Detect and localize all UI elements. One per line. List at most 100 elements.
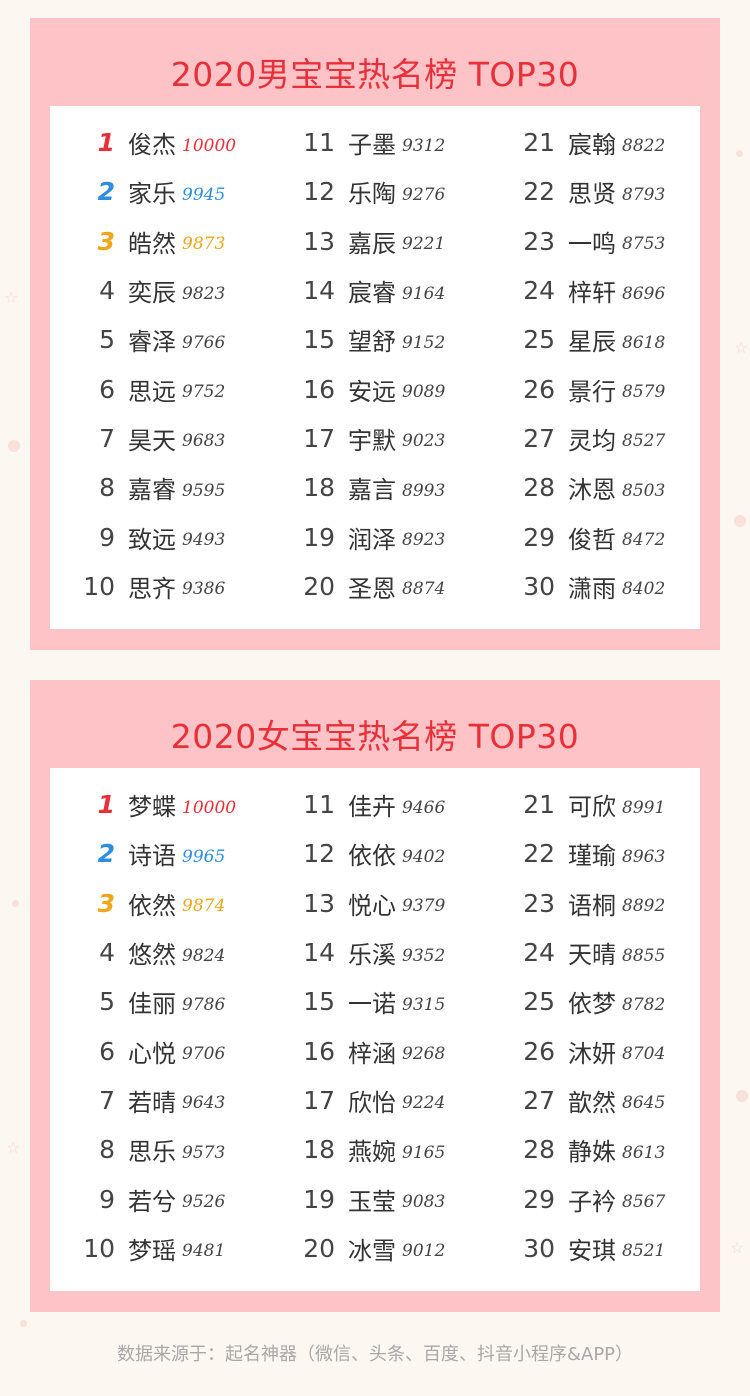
rank-number: 22 [523, 839, 555, 869]
rank-number: 30 [523, 1233, 555, 1263]
baby-name: 思远 [128, 377, 176, 406]
rank-number: 20 [303, 571, 335, 601]
baby-name: 若兮 [128, 1187, 176, 1216]
boys-ranking-title: 2020男宝宝热名榜 TOP30 [170, 55, 580, 94]
baby-name: 俊哲 [568, 525, 616, 554]
baby-name: 冰雪 [348, 1236, 396, 1265]
baby-name: 悦心 [348, 891, 396, 920]
ranking-row: 23 一鸣 8753 [515, 217, 735, 266]
baby-name: 欣怡 [348, 1088, 396, 1117]
rank-number: 27 [523, 423, 555, 453]
popularity-score: 9874 [182, 896, 226, 917]
rank-number: 9 [99, 1184, 115, 1214]
baby-name: 诗语 [128, 842, 176, 871]
popularity-score: 9824 [182, 945, 226, 966]
rank-number: 30 [523, 571, 555, 601]
baby-name: 嘉睿 [128, 476, 176, 505]
popularity-score: 8855 [622, 945, 666, 966]
baby-name: 子衿 [568, 1187, 616, 1216]
baby-name: 睿泽 [128, 328, 176, 357]
rank-number: 23 [523, 226, 555, 256]
popularity-score: 8613 [622, 1142, 666, 1163]
ranking-row: 12 依依 9402 [295, 829, 515, 878]
rank-number: 9 [99, 522, 115, 552]
rank-number: 24 [523, 276, 555, 306]
ranking-row: 11 子墨 9312 [295, 118, 515, 167]
baby-name: 灵均 [568, 426, 616, 455]
ranking-row: 23 语桐 8892 [515, 879, 735, 928]
ranking-row: 21 宸翰 8822 [515, 118, 735, 167]
rank-number: 20 [303, 1233, 335, 1263]
rank-number: 24 [523, 938, 555, 968]
ranking-row: 7 昊天 9683 [75, 414, 295, 463]
rank-number: 18 [303, 473, 335, 503]
ranking-row: 1 俊杰 10000 [75, 118, 295, 167]
ranking-row: 6 思远 9752 [75, 364, 295, 413]
background-dot [8, 440, 20, 452]
popularity-score: 8993 [402, 480, 446, 501]
rank-number: 17 [303, 1085, 335, 1115]
popularity-score: 9965 [182, 846, 226, 867]
background-dot [20, 1320, 27, 1327]
popularity-score: 9706 [182, 1044, 226, 1065]
popularity-score: 9312 [402, 135, 446, 156]
ranking-row: 9 若兮 9526 [75, 1174, 295, 1223]
rank-number: 2 [97, 177, 115, 207]
boys-column-1: 1 俊杰 10000 2 家乐 9945 3 皓然 9873 4 奕辰 9823 5 睿泽 9766 6 思远 9… [75, 118, 295, 611]
rank-number: 12 [303, 177, 335, 207]
popularity-score: 8696 [622, 283, 666, 304]
rank-number: 11 [303, 128, 335, 158]
popularity-score: 9786 [182, 994, 226, 1015]
ranking-row: 3 依然 9874 [75, 879, 295, 928]
baby-name: 依梦 [568, 990, 616, 1019]
ranking-row: 29 子衿 8567 [515, 1174, 735, 1223]
rank-number: 5 [99, 987, 115, 1017]
popularity-score: 9268 [402, 1044, 446, 1065]
rank-number: 19 [303, 522, 335, 552]
baby-name: 玉莹 [348, 1187, 396, 1216]
baby-name: 宸睿 [348, 279, 396, 308]
popularity-score: 9466 [402, 797, 446, 818]
background-dot [736, 150, 743, 157]
baby-name: 梓轩 [568, 279, 616, 308]
ranking-row: 18 燕婉 9165 [295, 1125, 515, 1174]
data-source-note: 数据来源于：起名神器（微信、头条、百度、抖音小程序&APP） [116, 1344, 634, 1365]
baby-name: 燕婉 [348, 1138, 396, 1167]
popularity-score: 8402 [622, 579, 666, 600]
rank-number: 15 [303, 987, 335, 1017]
boys-ranking-panel: 2020男宝宝热名榜 TOP30 1 俊杰 10000 2 家乐 9945 3 皓然 9873 4… [30, 18, 720, 650]
rank-number: 3 [97, 226, 115, 256]
popularity-score: 9352 [402, 945, 446, 966]
popularity-score: 8963 [622, 846, 666, 867]
popularity-score: 9945 [182, 184, 226, 205]
baby-name: 望舒 [348, 328, 396, 357]
baby-name: 子墨 [348, 131, 396, 160]
star-icon: ☆ [4, 288, 19, 307]
rank-number: 13 [303, 226, 335, 256]
ranking-row: 27 灵均 8527 [515, 414, 735, 463]
rank-number: 18 [303, 1135, 335, 1165]
rank-number: 15 [303, 325, 335, 355]
popularity-score: 8618 [622, 332, 666, 353]
star-icon: ☆ [6, 1138, 21, 1157]
popularity-score: 9224 [402, 1093, 446, 1114]
ranking-row: 5 睿泽 9766 [75, 315, 295, 364]
ranking-row: 16 梓涵 9268 [295, 1026, 515, 1075]
rank-number: 23 [523, 888, 555, 918]
ranking-row: 13 悦心 9379 [295, 879, 515, 928]
ranking-row: 28 沐恩 8503 [515, 463, 735, 512]
baby-name: 安远 [348, 377, 396, 406]
rank-number: 4 [99, 938, 115, 968]
popularity-score: 9386 [182, 579, 226, 600]
background-dot [736, 1090, 748, 1102]
rank-number: 1 [97, 128, 115, 158]
popularity-score: 9493 [182, 530, 226, 551]
baby-name: 润泽 [348, 525, 396, 554]
baby-name: 景行 [568, 377, 616, 406]
ranking-row: 17 宇默 9023 [295, 414, 515, 463]
ranking-row: 14 乐溪 9352 [295, 928, 515, 977]
rank-number: 8 [99, 473, 115, 503]
rank-number: 21 [523, 790, 555, 820]
rank-number: 6 [99, 1036, 115, 1066]
baby-name: 佳丽 [128, 990, 176, 1019]
